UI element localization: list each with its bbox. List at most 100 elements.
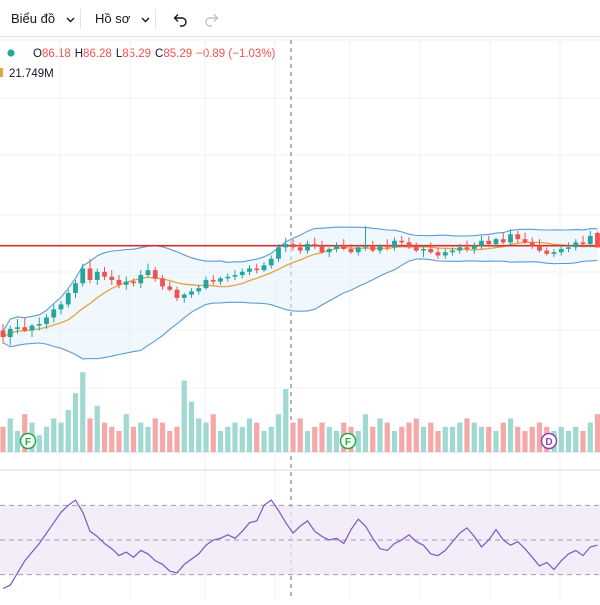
close-label: C (155, 48, 163, 60)
candle-body (22, 327, 28, 331)
volume-bar (101, 422, 108, 452)
volume-bar (565, 431, 572, 452)
candle-body (558, 248, 564, 253)
chevron-down-icon (141, 17, 150, 23)
volume-bar (254, 422, 260, 452)
candle-body (334, 245, 339, 249)
volume-color-swatch (0, 68, 3, 77)
candle-body (399, 240, 405, 243)
volume-bar (22, 414, 28, 452)
volume-bar (507, 418, 514, 452)
volume-bar (275, 414, 282, 452)
volume-bar (573, 426, 579, 452)
candle-body (377, 245, 383, 251)
candle-body (363, 245, 368, 248)
volume-bar (7, 418, 13, 452)
volume-bar (80, 372, 86, 452)
candle-body (305, 244, 310, 251)
volume-bar (261, 431, 267, 452)
volume-bar (319, 422, 325, 452)
candle-body (145, 270, 151, 276)
chart-menu-button[interactable]: Biểu đồ (11, 8, 75, 30)
candle-body (515, 234, 521, 240)
high-label: H (75, 48, 83, 60)
volume-bar (594, 414, 600, 452)
candle-body (131, 281, 136, 284)
candle-body (276, 247, 281, 259)
redo-button[interactable] (202, 9, 222, 29)
candle-body (268, 258, 274, 266)
event-marker-circle (540, 432, 558, 450)
candle-body (457, 247, 463, 251)
candle-body (580, 242, 586, 245)
candle-body (7, 328, 13, 338)
candle-body (413, 247, 419, 251)
candle-body (181, 294, 187, 298)
candle-body (283, 244, 289, 248)
candle-body (486, 240, 492, 245)
volume-bar (145, 426, 151, 452)
candlesticks (0, 226, 600, 346)
candle-body (225, 276, 231, 279)
volume-bar (152, 418, 158, 452)
volume-bar (312, 426, 318, 452)
volume-bar (522, 431, 528, 452)
candle-body (174, 289, 180, 298)
rsi-line (2, 499, 598, 590)
volume-bar (130, 426, 137, 452)
candle-body (348, 248, 354, 253)
volume-bar (457, 422, 463, 452)
redo-icon (205, 14, 219, 27)
chart-area[interactable]: O86.18 H86.28 L85.29 C85.29 −0.89 (−1.03%) 2… (0, 38, 600, 600)
ohlc-legend: O86.18 H86.28 L85.29 C85.29 −0.89 (−1.03%) 2… (0, 48, 276, 80)
candle-body (479, 240, 484, 246)
candle-body (160, 278, 165, 287)
candle-body (544, 250, 550, 254)
chevron-down-icon (66, 17, 75, 23)
volume-bar (529, 426, 535, 452)
candle-body (392, 240, 397, 248)
candle-body (116, 279, 122, 285)
change-value: −0.89 (−1.03%) (196, 48, 275, 60)
volume-bar (580, 431, 586, 452)
volume-bar (181, 380, 187, 452)
candle-body (312, 244, 318, 246)
candle-body (297, 247, 303, 251)
volume-bar (500, 422, 506, 452)
candle-body (471, 245, 477, 249)
volume-bar (478, 426, 485, 452)
volume-bar (116, 431, 122, 452)
bollinger-upper-line (2, 226, 598, 332)
volume-bar (377, 418, 383, 452)
volume-bar (43, 426, 50, 452)
volume-bar (188, 401, 195, 452)
volume-bar (283, 389, 289, 452)
volume-bar (464, 418, 470, 452)
undo-button[interactable] (170, 9, 190, 29)
volume-bar (326, 426, 332, 452)
volume-bar (290, 422, 296, 452)
candle-body (573, 242, 579, 248)
candle-body (450, 250, 455, 253)
moving-average-line (2, 241, 598, 338)
profile-menu-button[interactable]: Hồ sơ (95, 8, 150, 30)
volume-bar (232, 422, 238, 452)
candle-body (355, 247, 361, 253)
candle-body (73, 283, 78, 293)
volume-bar (420, 426, 427, 452)
top-toolbar: Biểu đồ Hồ sơ (0, 0, 600, 37)
candle-body (196, 288, 202, 292)
volume-bar (304, 431, 311, 452)
volume-bar (239, 426, 245, 452)
candle-body (421, 248, 426, 251)
volume-bar (51, 418, 57, 452)
volume-bar (391, 431, 398, 452)
volume-bar (0, 426, 6, 452)
candle-body (500, 239, 506, 243)
volume-bars (0, 372, 600, 452)
volume-bar (94, 405, 100, 452)
profile-menu-label: Hồ sơ (95, 11, 131, 26)
volume-bar (210, 414, 216, 452)
price-chart[interactable]: O86.18 H86.28 L85.29 C85.29 −0.89 (−1.03%) 2… (0, 38, 600, 600)
candle-body (537, 245, 542, 251)
